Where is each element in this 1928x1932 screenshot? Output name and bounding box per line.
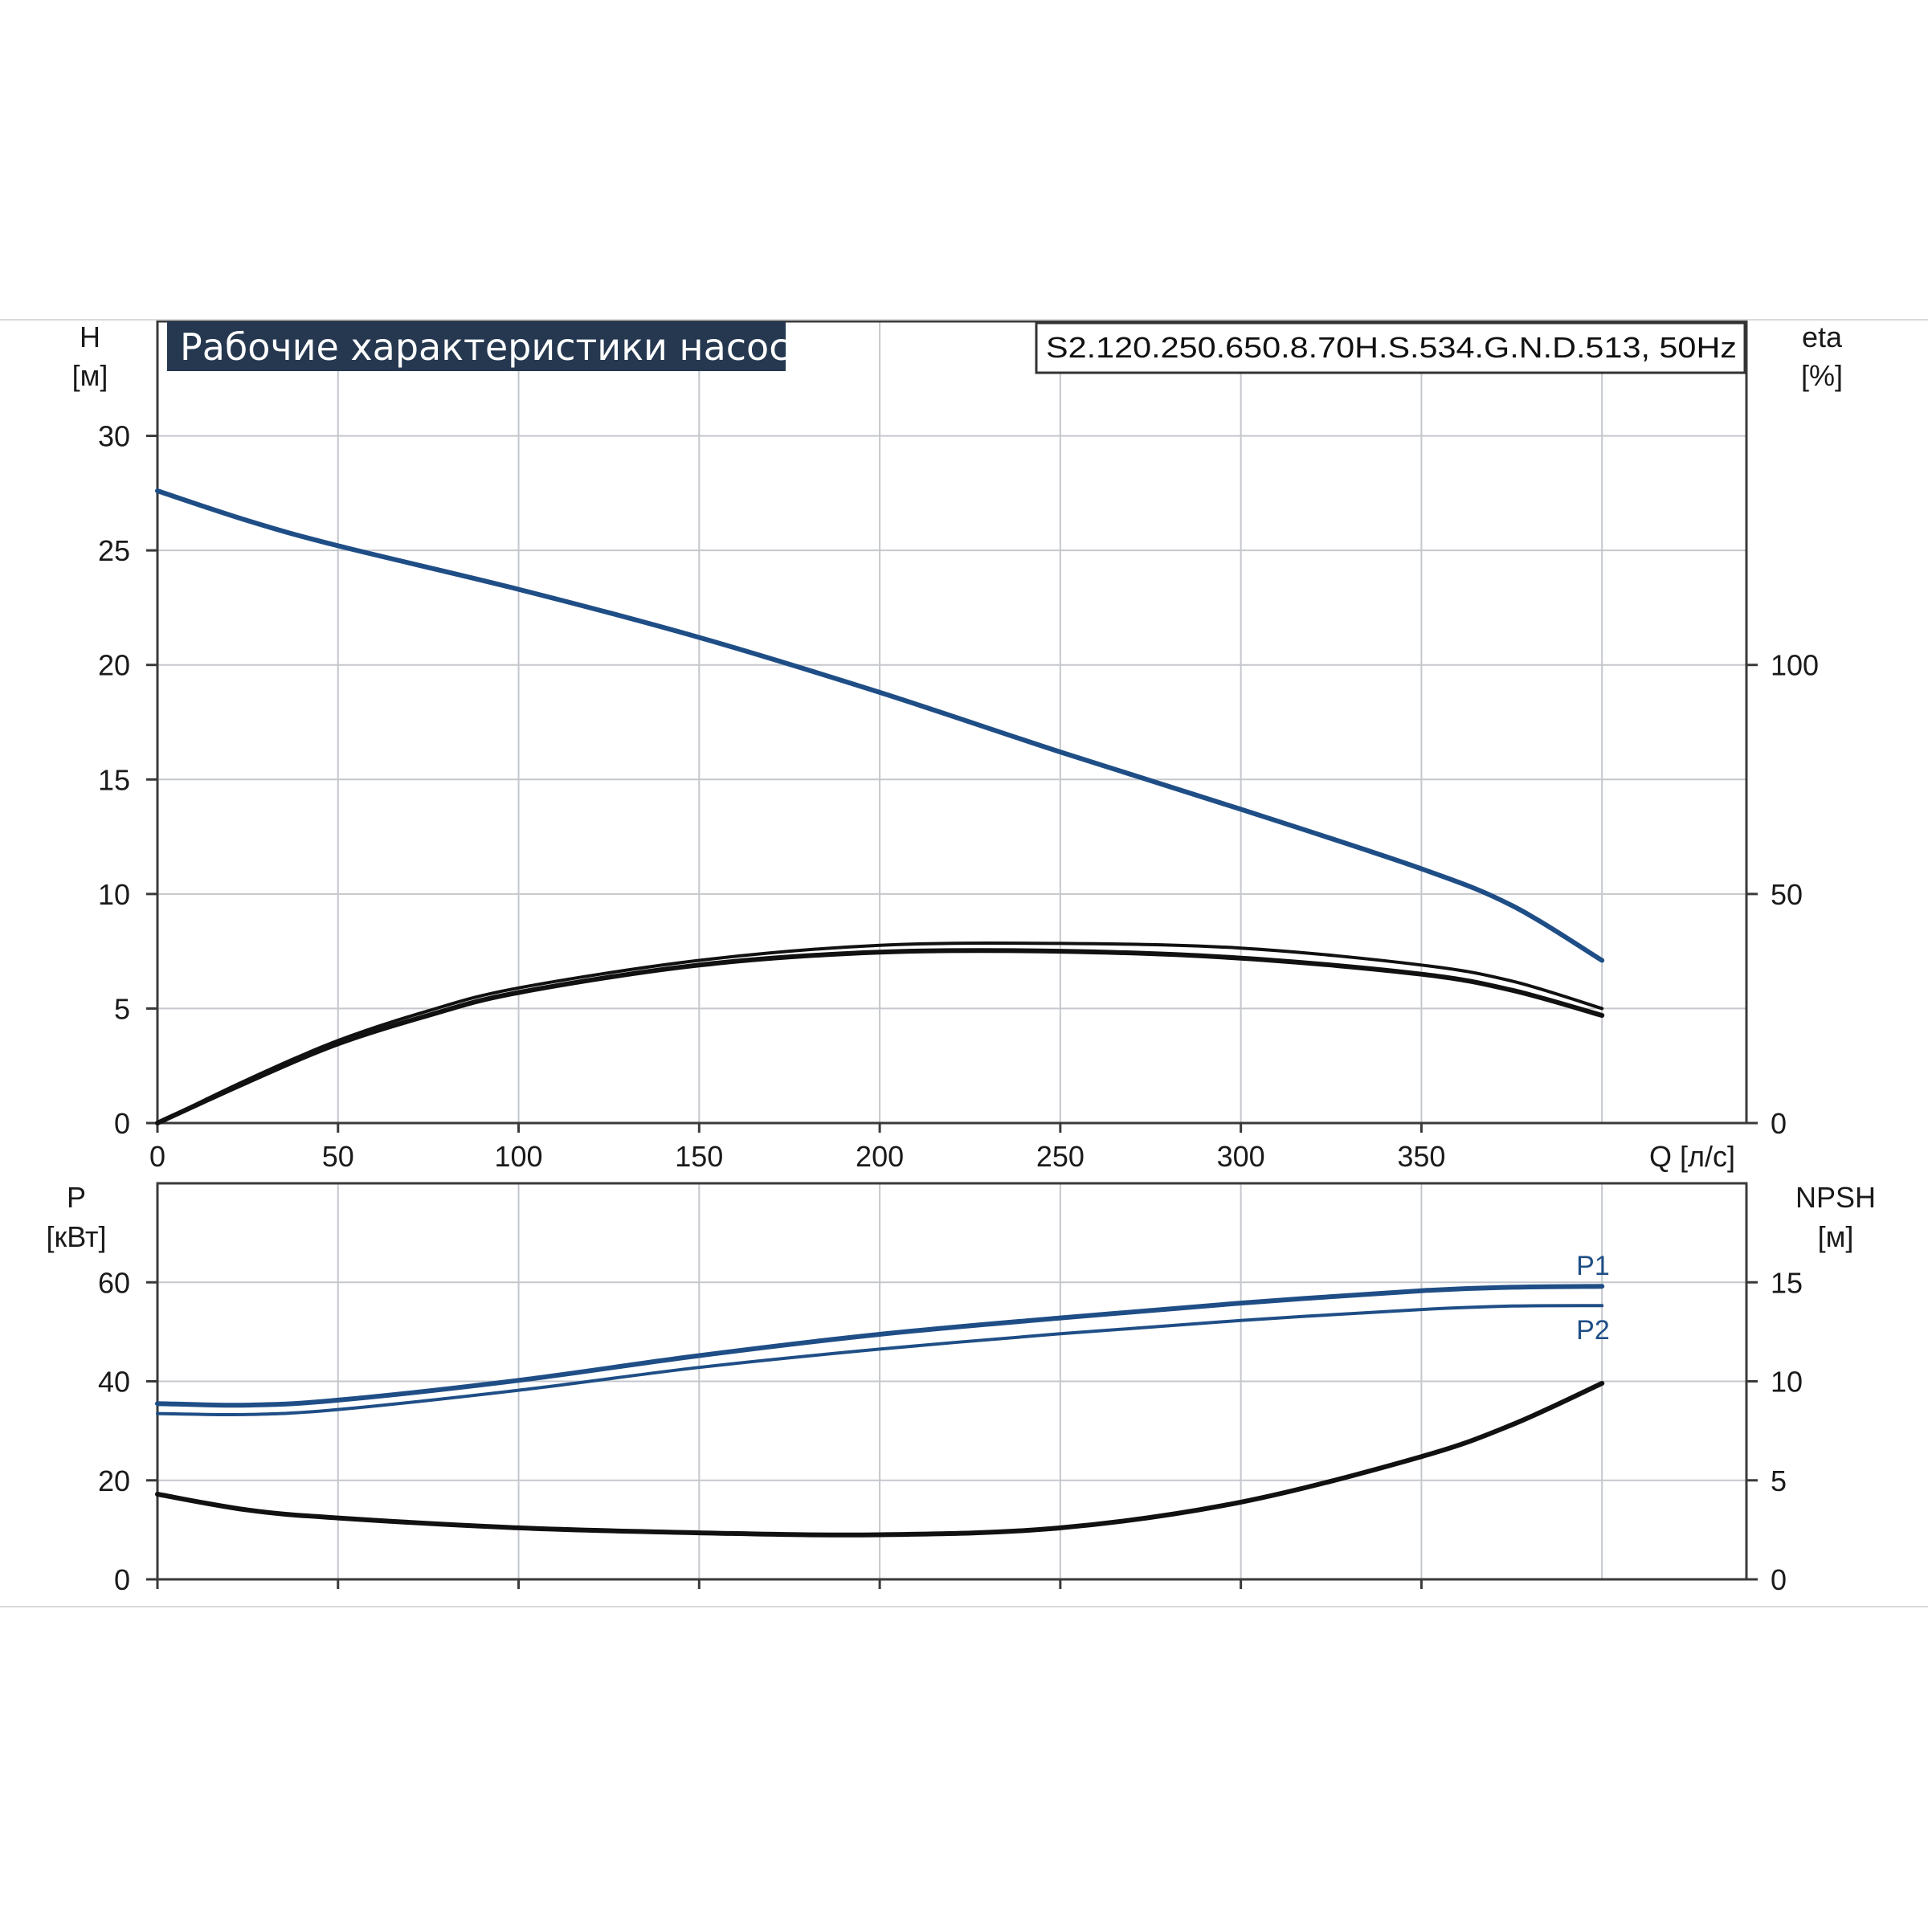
bottom-chart-grid	[157, 1183, 1746, 1579]
top-curve-2	[155, 948, 1605, 1125]
top-y-tick-label: 20	[98, 649, 130, 682]
x-tick-label: 200	[856, 1140, 904, 1173]
bottom-y-label: P	[67, 1181, 86, 1214]
bottom-separator	[0, 1606, 1928, 1607]
x-tick-label: 100	[495, 1140, 543, 1173]
bottom-y2-unit: [м]	[1818, 1220, 1854, 1253]
top-y-tick-label: 5	[114, 992, 130, 1025]
x-tick-label: 250	[1036, 1140, 1084, 1173]
x-tick-label: 350	[1397, 1140, 1445, 1173]
top-y2-tick-label: 0	[1771, 1107, 1787, 1140]
p1-curve-label: P1	[1576, 1251, 1610, 1281]
top-y-unit: [м]	[72, 359, 108, 392]
top-y2-tick-label: 50	[1771, 878, 1803, 911]
p1-curve	[155, 1284, 1605, 1408]
x-tick-label: 0	[149, 1140, 165, 1173]
bottom-y2-tick-label: 15	[1771, 1266, 1803, 1299]
top-y-label: H	[80, 321, 100, 353]
top-y-tick-label: 0	[114, 1107, 130, 1140]
x-tick-label: 150	[675, 1140, 723, 1173]
bottom-y-tick-label: 20	[98, 1464, 130, 1497]
p2-curve	[156, 1304, 1604, 1417]
top-y-tick-label: 25	[98, 534, 130, 567]
bottom-y2-label: NPSH	[1795, 1181, 1876, 1214]
bottom-chart-ticks: 0 20 40 60 0 5 10 15	[98, 1266, 1803, 1596]
p2-curve-label: P2	[1576, 1315, 1610, 1346]
bottom-y-unit: [кВт]	[46, 1220, 106, 1253]
top-plot-frame	[156, 320, 1748, 1125]
top-y-tick-label: 30	[98, 420, 130, 453]
bottom-y-tick-label: 40	[98, 1366, 130, 1399]
bottom-y2-tick-label: 5	[1771, 1464, 1787, 1497]
bottom-chart-curves: P1 P2	[155, 1251, 1610, 1538]
top-y-tick-label: 15	[98, 763, 130, 796]
top-curve-1	[156, 941, 1604, 1125]
bottom-y-tick-label: 60	[98, 1266, 130, 1299]
model-box	[1035, 321, 1746, 374]
top-y2-unit: [%]	[1801, 359, 1843, 392]
x-tick-label: 50	[322, 1140, 354, 1173]
top-y2-label: eta	[1802, 321, 1843, 353]
top-chart-curves	[155, 488, 1605, 1125]
x-tick-label: 300	[1217, 1140, 1265, 1173]
model-label: S2.120.250.650.8.70H.S.534.G.N.D.513, 50…	[1046, 331, 1737, 364]
bottom-y2-tick-label: 10	[1771, 1366, 1803, 1399]
bottom-y2-tick-label: 0	[1771, 1563, 1787, 1596]
top-y-tick-label: 10	[98, 878, 130, 911]
bottom-curve-2	[155, 1381, 1605, 1538]
top-y2-tick-label: 100	[1771, 649, 1819, 682]
top-chart-grid	[157, 321, 1746, 1123]
title-box	[167, 321, 786, 371]
top-separator	[0, 319, 1928, 321]
top-curve-0	[155, 488, 1605, 963]
bottom-y-tick-label: 0	[114, 1563, 130, 1596]
x-axis-label: Q [л/с]	[1649, 1140, 1735, 1173]
chart-title: Рабочие характеристики насоса	[180, 325, 812, 369]
